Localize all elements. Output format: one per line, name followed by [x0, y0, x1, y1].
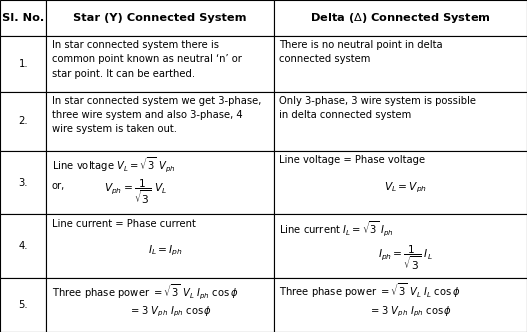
Bar: [46, 36, 274, 92]
Text: In star connected system we get 3-phase,
three wire system and also 3-phase, 4
w: In star connected system we get 3-phase,…: [52, 96, 261, 134]
Text: or,: or,: [52, 181, 65, 191]
Bar: [0, 214, 46, 278]
Text: Line voltage $V_L = \sqrt{3}\ V_{ph}$: Line voltage $V_L = \sqrt{3}\ V_{ph}$: [52, 155, 175, 174]
Bar: [274, 214, 527, 278]
Bar: [274, 278, 527, 332]
Bar: [46, 151, 274, 214]
Bar: [46, 0, 274, 36]
Text: Line current = Phase current: Line current = Phase current: [52, 219, 196, 229]
Bar: [0, 92, 46, 151]
Text: Only 3-phase, 3 wire system is possible
in delta connected system: Only 3-phase, 3 wire system is possible …: [279, 96, 476, 120]
Bar: [274, 0, 527, 36]
Text: There is no neutral point in delta
connected system: There is no neutral point in delta conne…: [279, 40, 443, 64]
Bar: [0, 0, 46, 36]
Text: 4.: 4.: [18, 241, 28, 251]
Text: $V_{ph} = \dfrac{1}{\sqrt{3}}\ V_L$: $V_{ph} = \dfrac{1}{\sqrt{3}}\ V_L$: [104, 178, 168, 206]
Text: 5.: 5.: [18, 300, 28, 310]
Bar: [274, 92, 527, 151]
Text: $I_L = I_{ph}$: $I_L = I_{ph}$: [148, 244, 183, 258]
Text: 3.: 3.: [18, 178, 28, 188]
Text: $V_L = V_{ph}$: $V_L = V_{ph}$: [384, 181, 427, 195]
Text: Three phase power $= \sqrt{3}\ V_L\ I_{ph}\ \cos\phi$: Three phase power $= \sqrt{3}\ V_L\ I_{p…: [52, 282, 238, 301]
Text: In star connected system there is
common point known as neutral ‘n’ or
star poin: In star connected system there is common…: [52, 40, 241, 79]
Bar: [46, 278, 274, 332]
Text: Delta ($\Delta$) Connected System: Delta ($\Delta$) Connected System: [310, 11, 491, 25]
Bar: [0, 36, 46, 92]
Bar: [0, 151, 46, 214]
Text: $= 3\ V_{ph}\ I_{ph}\ \cos\phi$: $= 3\ V_{ph}\ I_{ph}\ \cos\phi$: [129, 305, 212, 319]
Text: 2.: 2.: [18, 116, 28, 126]
Text: $I_{ph} = \dfrac{1}{\sqrt{3}}\ I_L$: $I_{ph} = \dfrac{1}{\sqrt{3}}\ I_L$: [378, 244, 433, 272]
Text: $= 3\ V_{ph}\ I_{ph}\ \cos\phi$: $= 3\ V_{ph}\ I_{ph}\ \cos\phi$: [369, 305, 453, 319]
Text: Line voltage = Phase voltage: Line voltage = Phase voltage: [279, 155, 425, 165]
Bar: [274, 36, 527, 92]
Bar: [274, 151, 527, 214]
Bar: [46, 92, 274, 151]
Bar: [0, 278, 46, 332]
Text: Sl. No.: Sl. No.: [2, 13, 44, 23]
Text: Line current $I_L = \sqrt{3}\ I_{ph}$: Line current $I_L = \sqrt{3}\ I_{ph}$: [279, 219, 394, 238]
Bar: [46, 214, 274, 278]
Text: 1.: 1.: [18, 59, 28, 69]
Text: Star (Y) Connected System: Star (Y) Connected System: [73, 13, 247, 23]
Text: Three phase power $= \sqrt{3}\ V_L\ I_L\ \cos\phi$: Three phase power $= \sqrt{3}\ V_L\ I_L\…: [279, 282, 461, 300]
